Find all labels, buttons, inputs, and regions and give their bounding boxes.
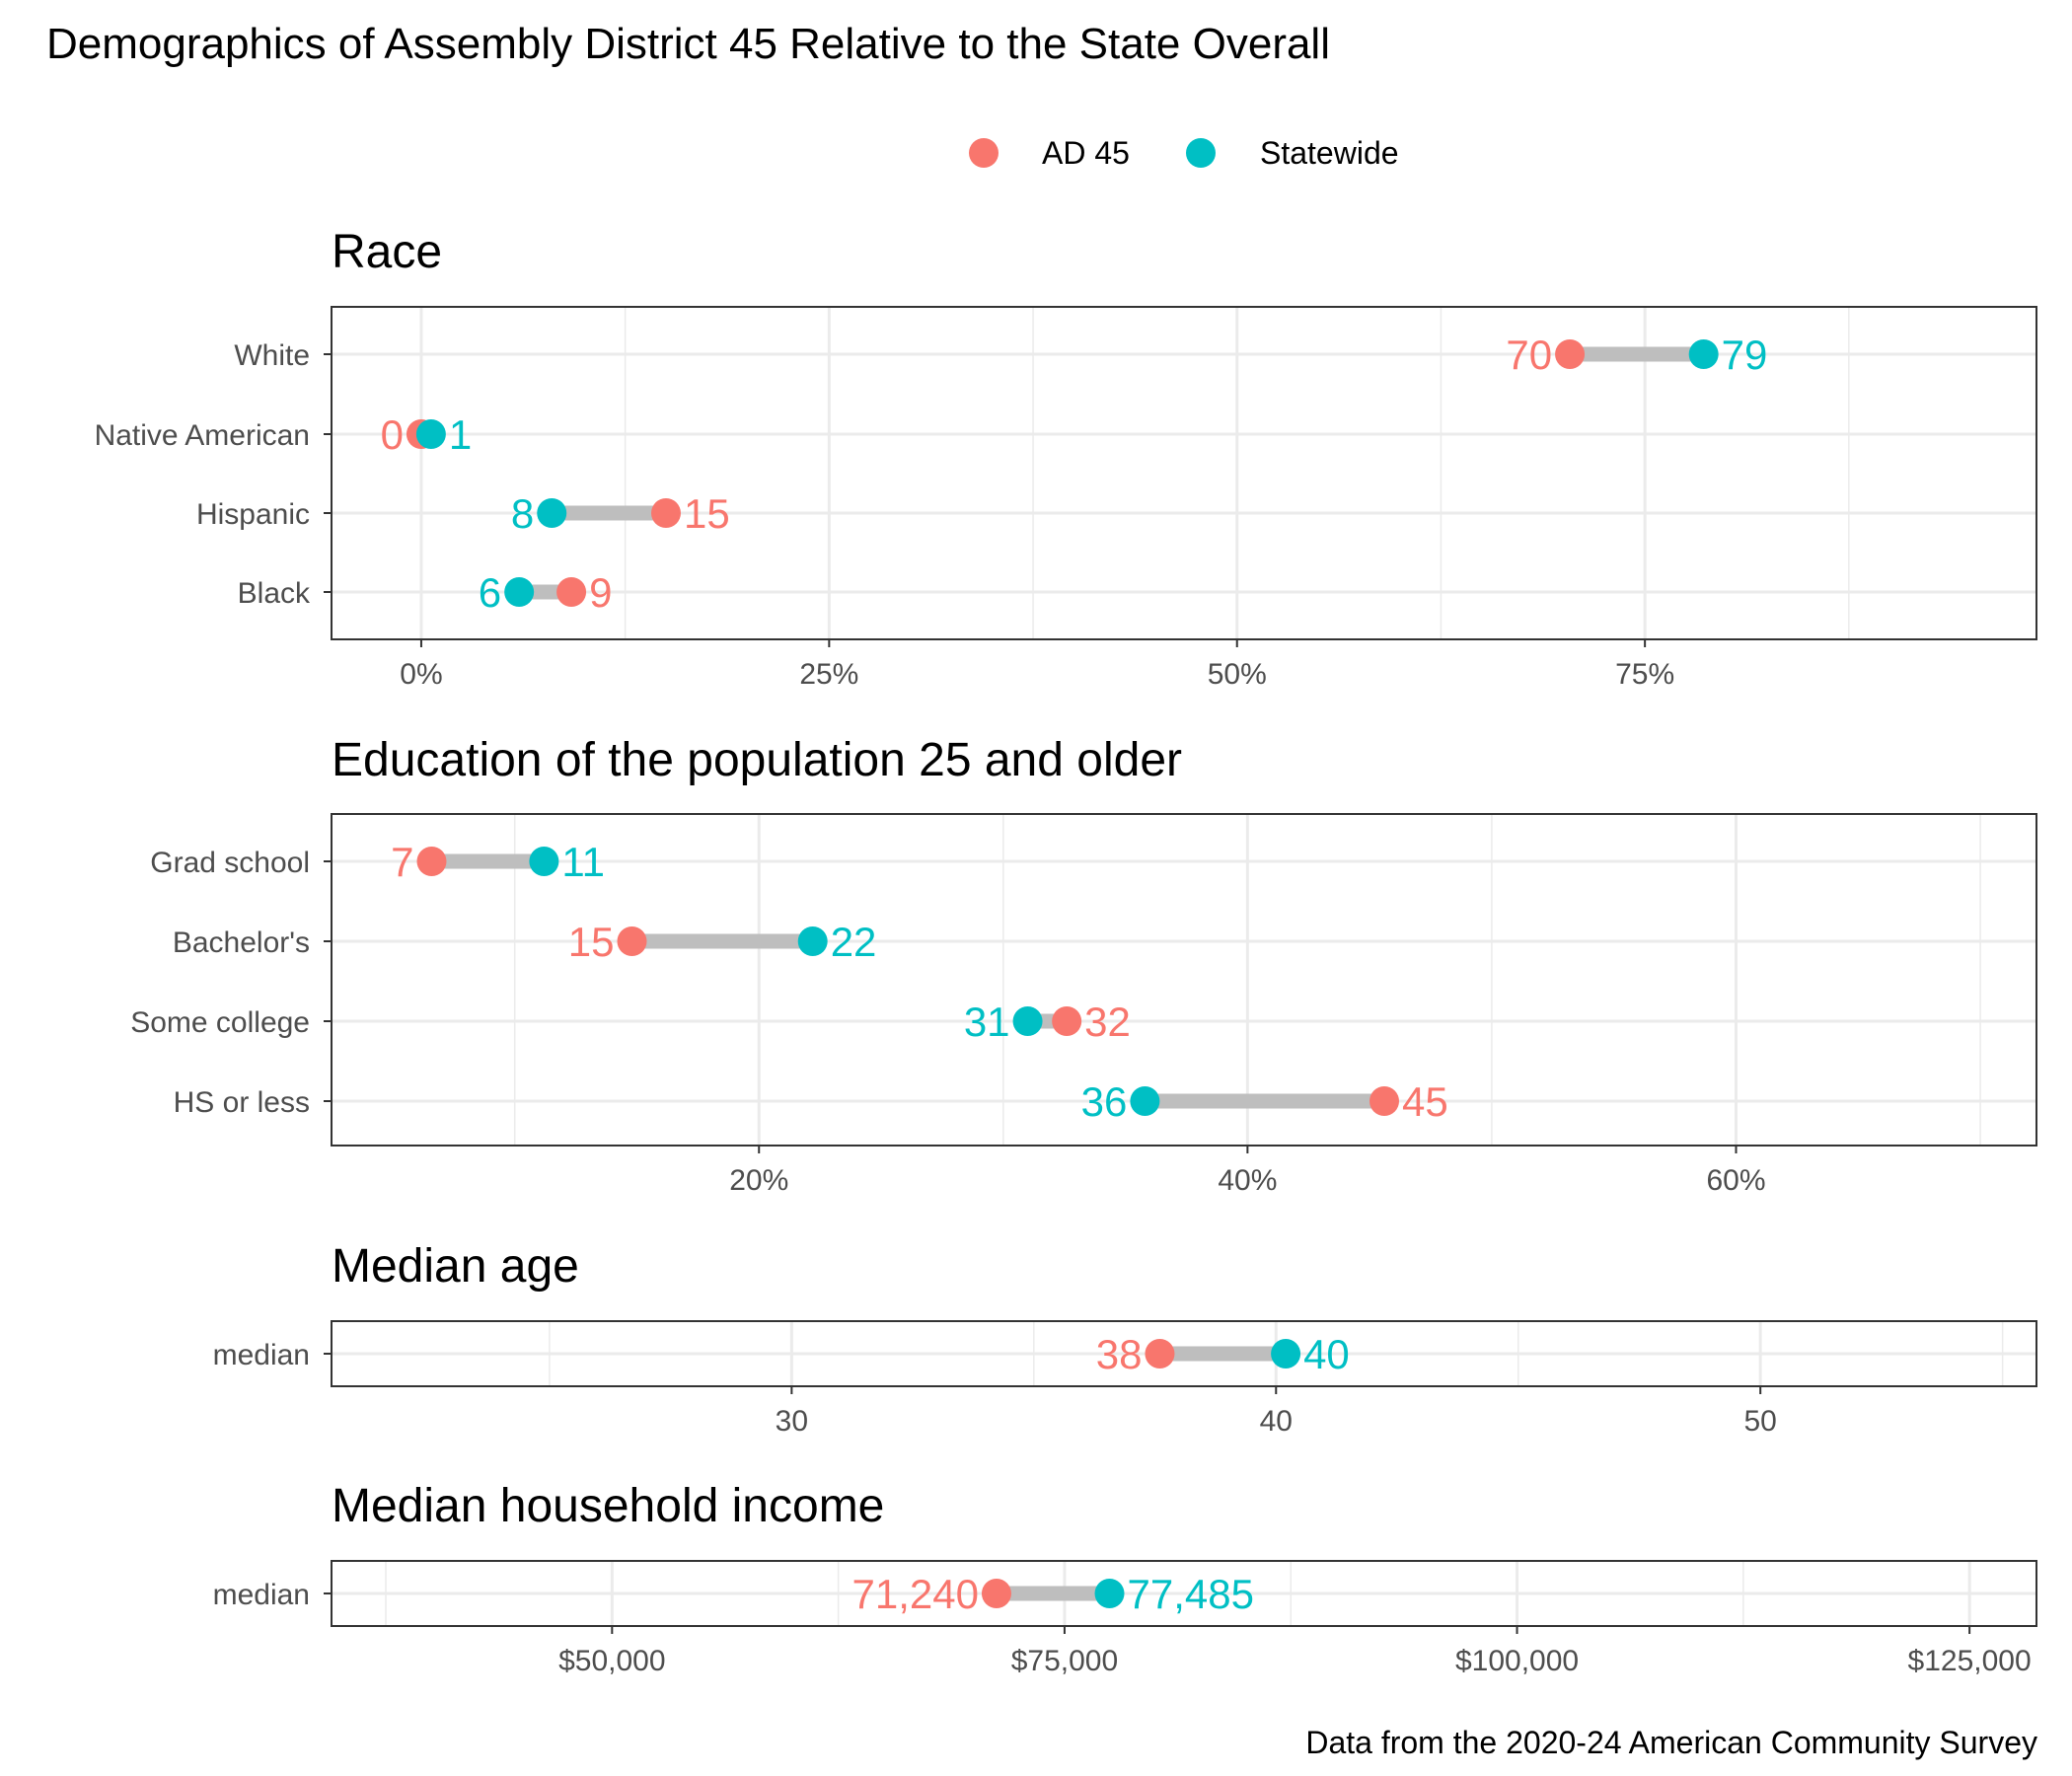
y-tick-label: Some college	[130, 1006, 310, 1039]
value-label-ad45: 0	[381, 411, 404, 458]
panel-2: Education of the population 25 and older…	[130, 734, 2037, 1197]
panel-title: Median age	[332, 1240, 579, 1293]
value-label-statewide: 40	[1303, 1331, 1350, 1377]
y-tick-label: White	[234, 339, 310, 372]
point-ad45	[1145, 1339, 1175, 1369]
point-statewide	[1012, 1006, 1043, 1036]
value-label-ad45: 38	[1096, 1331, 1143, 1377]
value-label-statewide: 77,485	[1128, 1571, 1254, 1617]
panel-border	[331, 306, 2037, 640]
panel-title: Education of the population 25 and older	[332, 734, 1182, 786]
value-label-statewide: 8	[511, 490, 534, 537]
x-tick-label: 25%	[799, 658, 858, 691]
value-label-statewide: 36	[1081, 1078, 1128, 1125]
y-tick-label: Hispanic	[196, 498, 310, 531]
value-label-ad45: 15	[684, 490, 730, 537]
value-label-ad45: 70	[1506, 332, 1552, 378]
point-statewide	[1130, 1086, 1160, 1116]
y-tick-label: Native American	[95, 419, 310, 452]
x-tick-label: 40	[1260, 1405, 1293, 1438]
value-label-ad45: 9	[589, 569, 612, 616]
panel-4: Median household income $50,000 $75,000 $10…	[213, 1480, 2037, 1677]
point-ad45	[1555, 339, 1586, 369]
value-label-ad45: 45	[1402, 1078, 1448, 1125]
x-tick-label: 20%	[729, 1164, 788, 1197]
y-tick-label: Black	[238, 577, 311, 610]
legend: AD 45 Statewide	[969, 135, 1399, 171]
y-tick-label: median	[213, 1339, 310, 1371]
y-tick-label: Grad school	[150, 847, 310, 879]
point-ad45	[650, 498, 681, 528]
point-statewide	[797, 926, 828, 956]
y-tick-label: median	[213, 1579, 310, 1611]
panel-3: Median age 30 40 50 median 38 40	[213, 1240, 2037, 1438]
value-label-ad45: 15	[568, 919, 615, 965]
value-label-statewide: 1	[449, 411, 472, 458]
value-label-ad45: 32	[1084, 999, 1131, 1045]
point-ad45	[617, 926, 647, 956]
point-statewide	[415, 419, 446, 449]
point-ad45	[1052, 1006, 1082, 1036]
point-statewide	[537, 498, 567, 528]
x-tick-label: $100,000	[1455, 1645, 1579, 1677]
x-tick-label: 60%	[1706, 1164, 1765, 1197]
value-label-statewide: 11	[561, 839, 605, 885]
value-label-statewide: 6	[479, 569, 501, 616]
x-tick-label: $75,000	[1011, 1645, 1118, 1677]
point-statewide	[504, 577, 535, 607]
panel-title: Median household income	[332, 1480, 884, 1532]
y-tick-label: Bachelor's	[173, 926, 310, 959]
panel-title: Race	[332, 226, 442, 278]
panel-border	[331, 813, 2037, 1147]
value-label-statewide: 22	[831, 919, 877, 965]
point-ad45	[981, 1579, 1011, 1608]
x-tick-label: $50,000	[558, 1645, 665, 1677]
point-statewide	[529, 847, 559, 876]
x-tick-label: 50%	[1208, 658, 1267, 691]
x-tick-label: $125,000	[1908, 1645, 2032, 1677]
chart-title: Demographics of Assembly District 45 Rel…	[46, 20, 1330, 68]
point-ad45	[556, 577, 587, 607]
value-label-statewide: 79	[1722, 332, 1768, 378]
point-ad45	[1369, 1086, 1400, 1116]
chart-caption: Data from the 2020-24 American Community…	[1305, 1725, 2037, 1760]
point-ad45	[416, 847, 447, 876]
chart-panels: Race 0% 25% 50% 75% White Native American Hispa…	[95, 226, 2037, 1677]
point-statewide	[1688, 339, 1719, 369]
x-tick-label: 40%	[1218, 1164, 1277, 1197]
point-statewide	[1094, 1579, 1125, 1608]
x-tick-label: 75%	[1615, 658, 1674, 691]
value-label-statewide: 31	[964, 999, 1010, 1045]
y-tick-label: HS or less	[174, 1086, 310, 1119]
point-statewide	[1271, 1339, 1301, 1369]
x-tick-label: 30	[776, 1405, 808, 1438]
legend-key-statewide	[1186, 138, 1216, 168]
panel-1: Race 0% 25% 50% 75% White Native American Hispa…	[95, 226, 2037, 691]
legend-key-ad45	[969, 138, 999, 168]
x-tick-label: 0%	[400, 658, 442, 691]
legend-label-statewide: Statewide	[1260, 135, 1399, 171]
x-tick-label: 50	[1743, 1405, 1776, 1438]
legend-label-ad45: AD 45	[1042, 135, 1130, 171]
value-label-ad45: 7	[391, 839, 413, 885]
value-label-ad45: 71,240	[851, 1571, 978, 1617]
